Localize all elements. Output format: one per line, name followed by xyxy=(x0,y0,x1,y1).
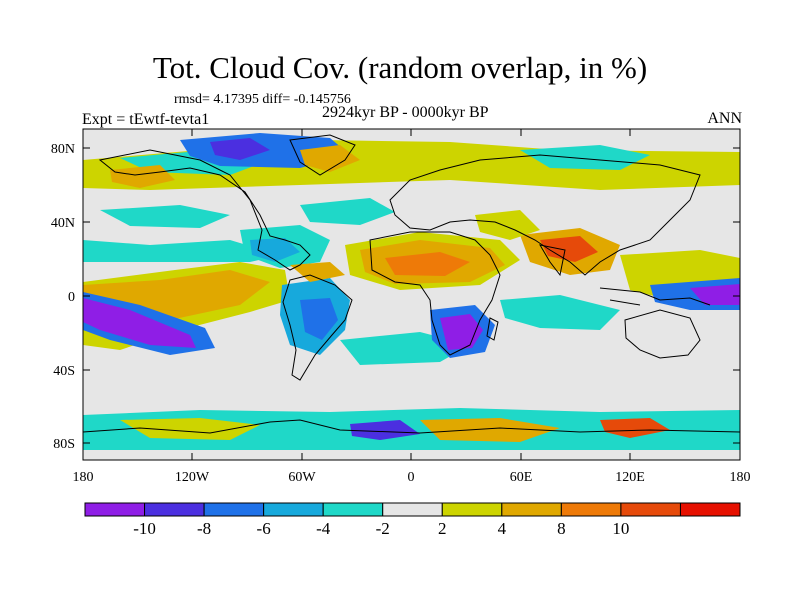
lon-label-60e: 60E xyxy=(510,470,533,485)
north-america-orange xyxy=(110,165,175,188)
antarctic-orange xyxy=(420,418,560,442)
lon-label-0: 0 xyxy=(408,470,415,485)
lon-label-180w: 180 xyxy=(73,470,94,485)
greenland-purple xyxy=(210,138,270,160)
colorbar-label-2: -6 xyxy=(257,519,271,538)
longitude-labels: 180 120W 60W 0 60E 120E 180 xyxy=(73,470,751,485)
rmsd-diff-stats: rmsd= 4.17395 diff= -0.145756 xyxy=(174,92,351,107)
colorbar-label-1: -8 xyxy=(197,519,211,538)
colorbar-labels: -10 -8 -6 -4 -2 2 4 8 10 xyxy=(133,519,629,538)
atlantic-orange-strip xyxy=(290,262,345,282)
colorbar-swatch-5 xyxy=(382,502,443,517)
west-pacific-purple xyxy=(690,284,740,305)
antarctica-coast xyxy=(83,419,740,434)
colorbar-swatch-1 xyxy=(144,502,205,517)
anomaly-field xyxy=(83,133,740,450)
colorbar-label-7: 8 xyxy=(557,519,566,538)
siberia-cyan xyxy=(520,145,650,170)
colorbar-label-0: -10 xyxy=(133,519,156,538)
lon-label-120w: 120W xyxy=(175,470,210,485)
colorbar-swatch-9 xyxy=(620,502,681,517)
colorbar-swatch-0 xyxy=(84,502,146,517)
arabia-yellow xyxy=(475,210,540,240)
colorbar-label-6: 4 xyxy=(498,519,507,538)
india-red xyxy=(540,236,598,262)
sahel-darkorange xyxy=(385,252,470,276)
lon-label-60w: 60W xyxy=(288,470,316,485)
latitude-labels: 80N 40N 0 40S 80S xyxy=(51,142,75,452)
east-pacific-purple xyxy=(83,298,196,348)
lat-label-0: 0 xyxy=(68,290,75,305)
south-america-coast xyxy=(282,274,353,381)
antarctic-purple xyxy=(350,420,420,440)
indian-ocean-cyan xyxy=(500,295,620,330)
colorbar-label-5: 2 xyxy=(438,519,447,538)
lon-label-180e: 180 xyxy=(730,470,751,485)
colorbar-swatch-10 xyxy=(679,502,741,517)
colorbar-swatch-8 xyxy=(560,502,622,517)
australia-coast xyxy=(624,309,701,359)
greenland-coast xyxy=(289,134,356,176)
colorbar-label-3: -4 xyxy=(316,519,331,538)
experiment-label: Expt = tEwtf-tevta1 xyxy=(82,111,210,128)
colorbar-swatch-3 xyxy=(263,502,324,517)
east-pacific-cyan xyxy=(83,240,280,262)
colorbar-swatch-4 xyxy=(322,502,384,517)
eurasia-coast xyxy=(389,154,701,276)
colorbar xyxy=(84,502,741,517)
lat-label-40s: 40S xyxy=(53,364,75,379)
season-label: ANN xyxy=(707,110,742,127)
madagascar-coast xyxy=(486,317,499,341)
colorbar-swatch-6 xyxy=(441,502,503,517)
arctic-orange xyxy=(300,145,360,172)
lat-label-80s: 80S xyxy=(53,437,75,452)
south-america-darkblue xyxy=(300,298,338,340)
lon-label-120e: 120E xyxy=(615,470,645,485)
north-pacific-cyan xyxy=(100,205,230,228)
axis-ticks xyxy=(83,129,740,460)
africa-coast xyxy=(369,231,501,356)
gulf-blue xyxy=(250,238,300,262)
colorbar-label-8: 10 xyxy=(612,519,629,538)
colorbar-label-4: -2 xyxy=(376,519,390,538)
coastlines xyxy=(83,134,740,434)
lat-label-80n: 80N xyxy=(51,142,75,157)
southern-africa-purple xyxy=(440,314,483,350)
lat-label-40n: 40N xyxy=(51,216,75,231)
colorbar-swatch-7 xyxy=(501,502,562,517)
antarctic-red xyxy=(600,418,670,438)
north-atlantic-cyan xyxy=(300,198,395,225)
indonesia-coast xyxy=(599,287,711,306)
north-america-coast xyxy=(98,149,311,271)
map-title: Tot. Cloud Cov. (random overlap, in %) xyxy=(152,50,648,85)
colorbar-swatch-2 xyxy=(203,502,265,517)
india-coast xyxy=(539,244,566,277)
antarctic-yellow xyxy=(120,418,260,440)
time-period: 2924kyr BP - 0000kyr BP xyxy=(322,104,489,121)
